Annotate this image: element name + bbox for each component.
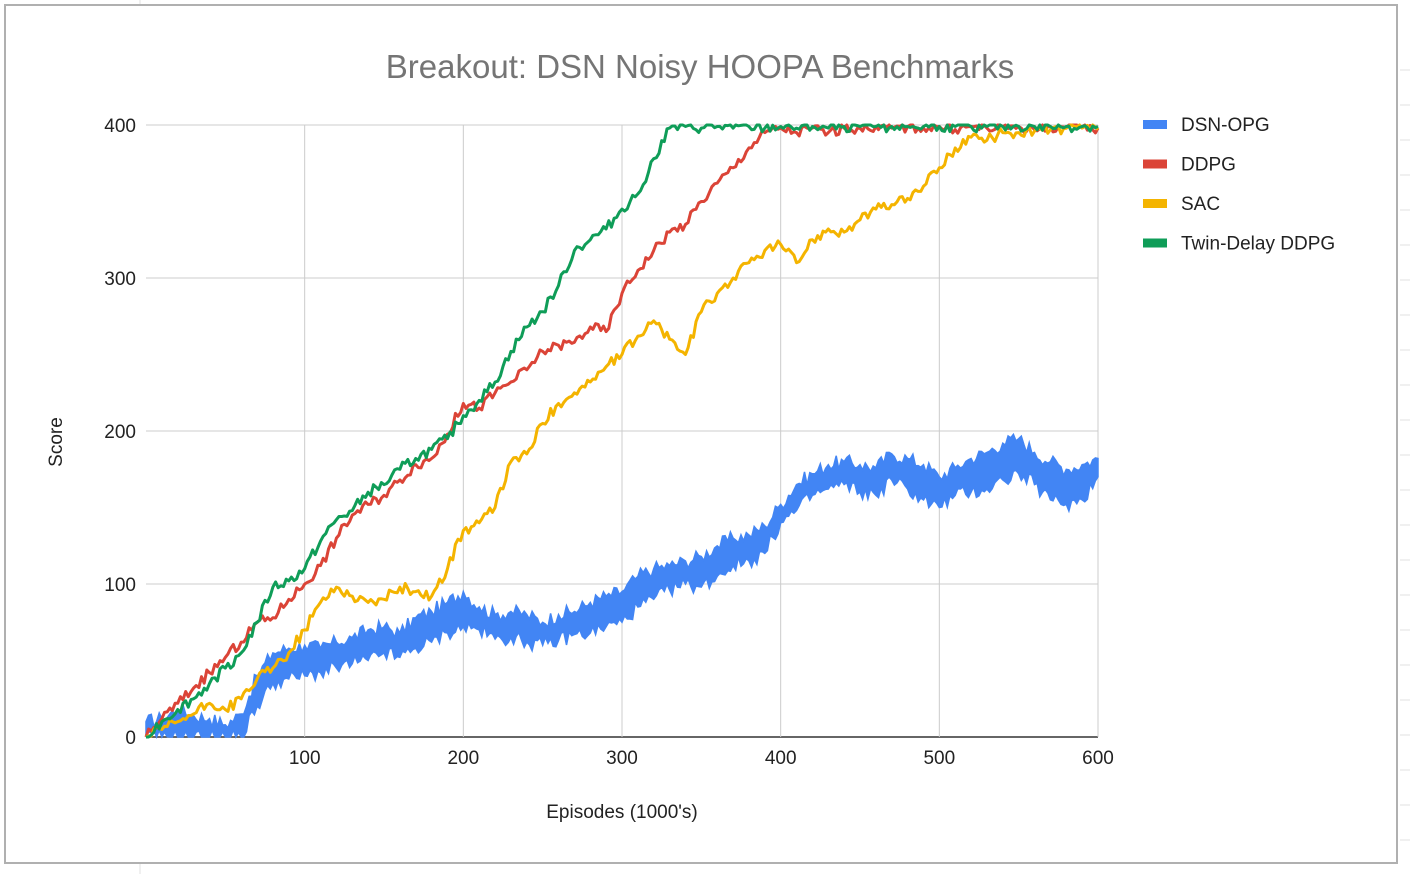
y-tick-label: 0 [125,728,136,749]
chart-title: Breakout: DSN Noisy HOOPA Benchmarks [386,48,1014,85]
legend-label: SAC [1181,194,1220,215]
series-sac-line [145,123,1100,739]
x-tick-label: 100 [289,748,321,769]
y-tick-label: 100 [104,575,136,596]
legend-label: DSN-OPG [1181,115,1270,136]
x-tick-label: 400 [765,748,797,769]
y-tick-label: 400 [104,116,136,137]
series-dsn-opg-band [145,432,1099,740]
series-twin-delay-ddpg-line [146,123,1099,739]
x-tick-label: 500 [923,748,955,769]
band-series [145,432,1099,740]
x-tick-label: 300 [606,748,638,769]
gridlines [146,124,1099,738]
legend-swatch [1143,120,1167,129]
legend-swatch [1143,199,1167,208]
x-tick-label: 200 [447,748,479,769]
x-axis-label: Episodes (1000's) [546,802,698,823]
line-series [144,123,1100,739]
y-axis-label: Score [46,417,67,467]
legend-swatch [1143,159,1167,169]
legend-label: Twin-Delay DDPG [1181,234,1335,255]
y-tick-label: 300 [104,269,136,290]
axis-ticks: 0 100 200 300 400 100 200 300 400 500 600 [104,116,1114,769]
legend[interactable]: DSN-OPG DDPG SAC Twin-Delay DDPG [1143,115,1335,255]
y-tick-label: 200 [104,422,136,443]
x-tick-label: 600 [1082,748,1114,769]
legend-swatch [1143,238,1167,248]
legend-label: DDPG [1181,155,1236,176]
